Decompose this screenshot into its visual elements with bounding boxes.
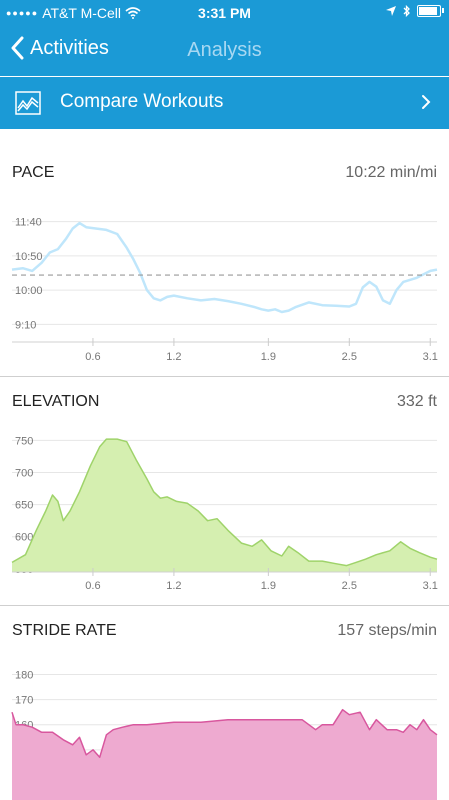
elevation-series-line [11, 438, 438, 567]
elevation-y-tick-label: 600 [15, 532, 33, 544]
stride-y-tick-label: 180 [15, 670, 33, 682]
chart-icon [15, 91, 41, 115]
elevation-chart: 7507006506005500.61.21.92.53.1 [11, 435, 438, 592]
elevation-value: 332 ft [396, 393, 437, 410]
pace-x-tick-label: 2.5 [342, 351, 357, 363]
bluetooth-icon [403, 4, 410, 18]
battery-icon [417, 5, 444, 17]
compare-workouts-row[interactable]: Compare Workouts [0, 77, 449, 129]
stride-value: 157 steps/min [337, 622, 437, 639]
wifi-icon [125, 7, 141, 19]
pace-value: 10:22 min/mi [345, 164, 437, 181]
elevation-x-tick-label: 1.9 [261, 580, 276, 592]
pace-y-tick-label: 10:50 [15, 251, 43, 263]
stride-header: STRIDE RATE 157 steps/min [0, 616, 449, 646]
elevation-x-tick-label: 2.5 [342, 580, 357, 592]
pace-x-tick-label: 0.6 [85, 351, 100, 363]
pace-header: PACE 10:22 min/mi [0, 158, 449, 188]
stride-title: STRIDE RATE [12, 622, 117, 639]
elevation-x-tick-label: 1.2 [166, 580, 181, 592]
chevron-left-icon [11, 36, 24, 60]
signal-strength-icon: ●●●●● [6, 8, 39, 18]
elevation-y-tick-label: 750 [15, 435, 33, 447]
carrier-name: AT&T M-Cell [42, 5, 122, 21]
pace-title: PACE [12, 164, 55, 181]
pace-chart: 11:40 10:50 10:00 9:10 0.6 1.2 1.9 2.5 3.1 [11, 217, 438, 363]
nav-bar: Activities Analysis [0, 26, 449, 76]
pace-x-tick-label: 1.9 [261, 351, 276, 363]
elevation-y-tick-label: 650 [15, 500, 33, 512]
chevron-right-icon [422, 95, 431, 109]
back-button[interactable]: Activities [10, 36, 109, 60]
stride-series-line [11, 708, 438, 759]
pace-y-tick-label: 11:40 [15, 217, 42, 229]
compare-workouts-label: Compare Workouts [60, 91, 224, 112]
status-bar: ●●●●● AT&T M-Cell 3:31 PM [0, 0, 449, 26]
stride-y-tick-label: 170 [15, 695, 33, 707]
status-time: 3:31 PM [198, 5, 251, 21]
elevation-y-tick-label: 700 [15, 468, 33, 480]
pace-series-line [11, 221, 438, 314]
elevation-header: ELEVATION 332 ft [0, 387, 449, 417]
back-button-label: Activities [30, 36, 109, 59]
elevation-x-tick-label: 0.6 [85, 580, 100, 592]
stride-area [12, 709, 437, 800]
stride-rate-chart: 180170160150140 [11, 670, 438, 800]
location-arrow-icon [386, 6, 396, 16]
pace-x-tick-label: 1.2 [166, 351, 181, 363]
elevation-area [12, 439, 437, 572]
pace-x-tick-label: 3.1 [423, 351, 438, 363]
section-divider [0, 376, 449, 377]
pace-y-tick-label: 10:00 [15, 285, 43, 297]
elevation-title: ELEVATION [12, 393, 100, 410]
pace-y-tick-label: 9:10 [15, 319, 36, 331]
elevation-x-tick-label: 3.1 [423, 580, 438, 592]
section-divider [0, 605, 449, 606]
